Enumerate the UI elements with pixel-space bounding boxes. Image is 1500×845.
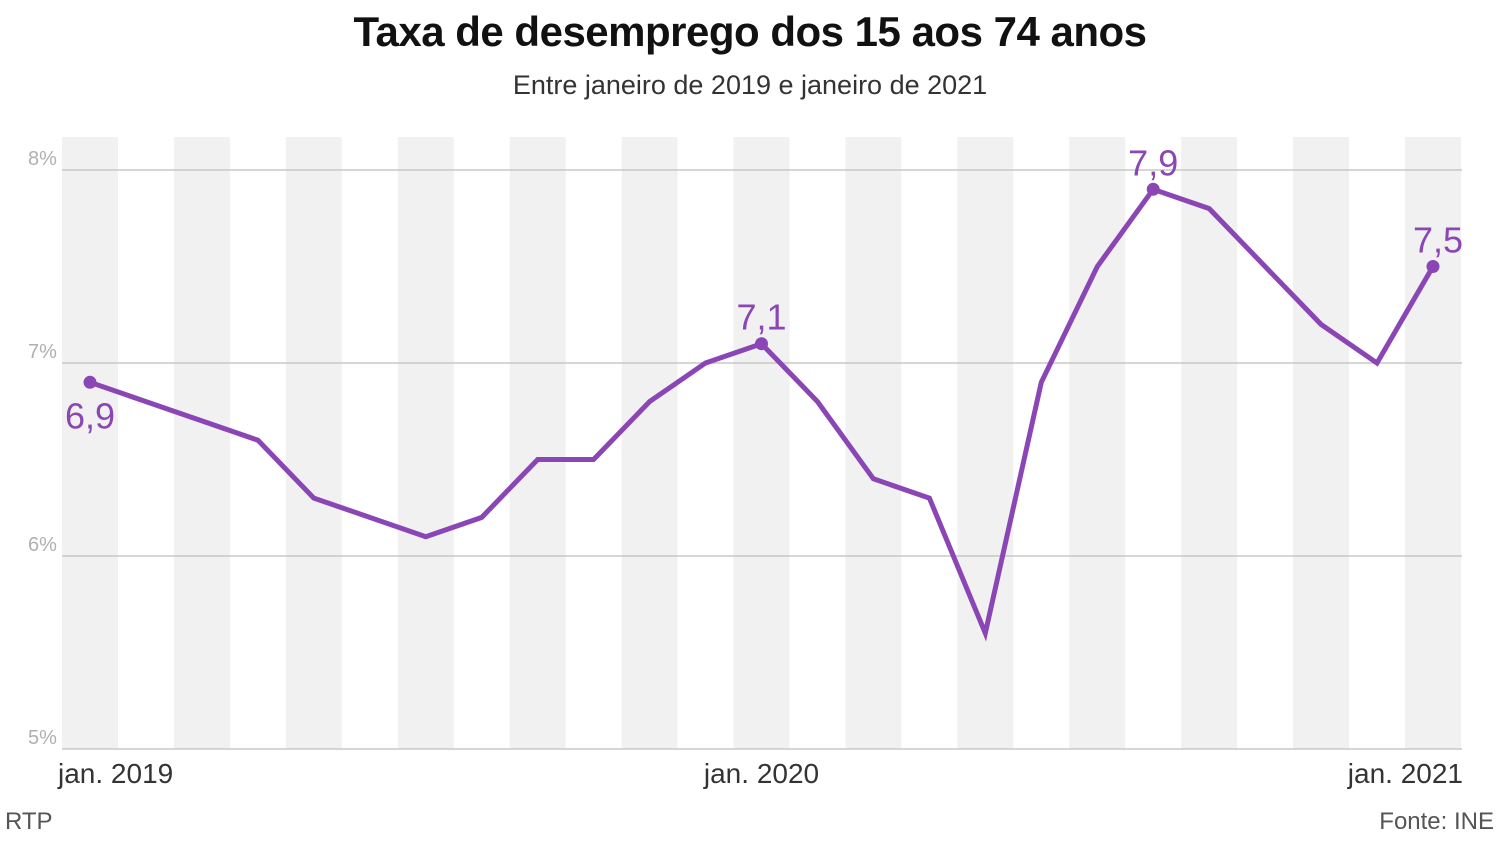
source-label: Fonte: INE	[1379, 808, 1494, 835]
data-label: 7,1	[736, 297, 786, 338]
x-tick-label: jan. 2021	[1347, 758, 1463, 789]
data-label: 7,9	[1128, 142, 1178, 183]
data-label: 6,9	[65, 395, 115, 436]
column-stripe	[62, 137, 118, 749]
column-stripe	[845, 137, 902, 749]
chart-subtitle: Entre janeiro de 2019 e janeiro de 2021	[512, 70, 988, 100]
column-stripe	[509, 137, 566, 749]
column-stripe	[397, 137, 454, 749]
annotated-point-marker	[1146, 182, 1160, 196]
data-label: 7,5	[1413, 220, 1463, 261]
y-tick-label: 8%	[28, 148, 57, 170]
column-stripe	[1181, 137, 1238, 749]
x-tick-label: jan. 2020	[703, 758, 819, 789]
annotated-point-marker	[755, 337, 768, 351]
column-stripe	[957, 137, 1014, 749]
credit-label: RTP	[5, 808, 53, 835]
chart-title: Taxa de desemprego dos 15 aos 74 anos	[353, 8, 1147, 55]
column-stripe	[173, 137, 230, 749]
column-stripe	[621, 137, 678, 749]
annotated-point-marker	[83, 375, 97, 389]
column-stripe	[733, 137, 790, 749]
y-tick-label: 7%	[28, 341, 57, 363]
column-stripe	[1405, 137, 1461, 749]
y-tick-label: 5%	[28, 727, 57, 749]
column-stripe	[1293, 137, 1350, 749]
y-tick-label: 6%	[28, 534, 57, 556]
x-tick-label: jan. 2019	[57, 758, 173, 789]
column-stripe	[285, 137, 342, 749]
column-stripe	[1069, 137, 1126, 749]
annotated-point-marker	[1426, 260, 1440, 273]
